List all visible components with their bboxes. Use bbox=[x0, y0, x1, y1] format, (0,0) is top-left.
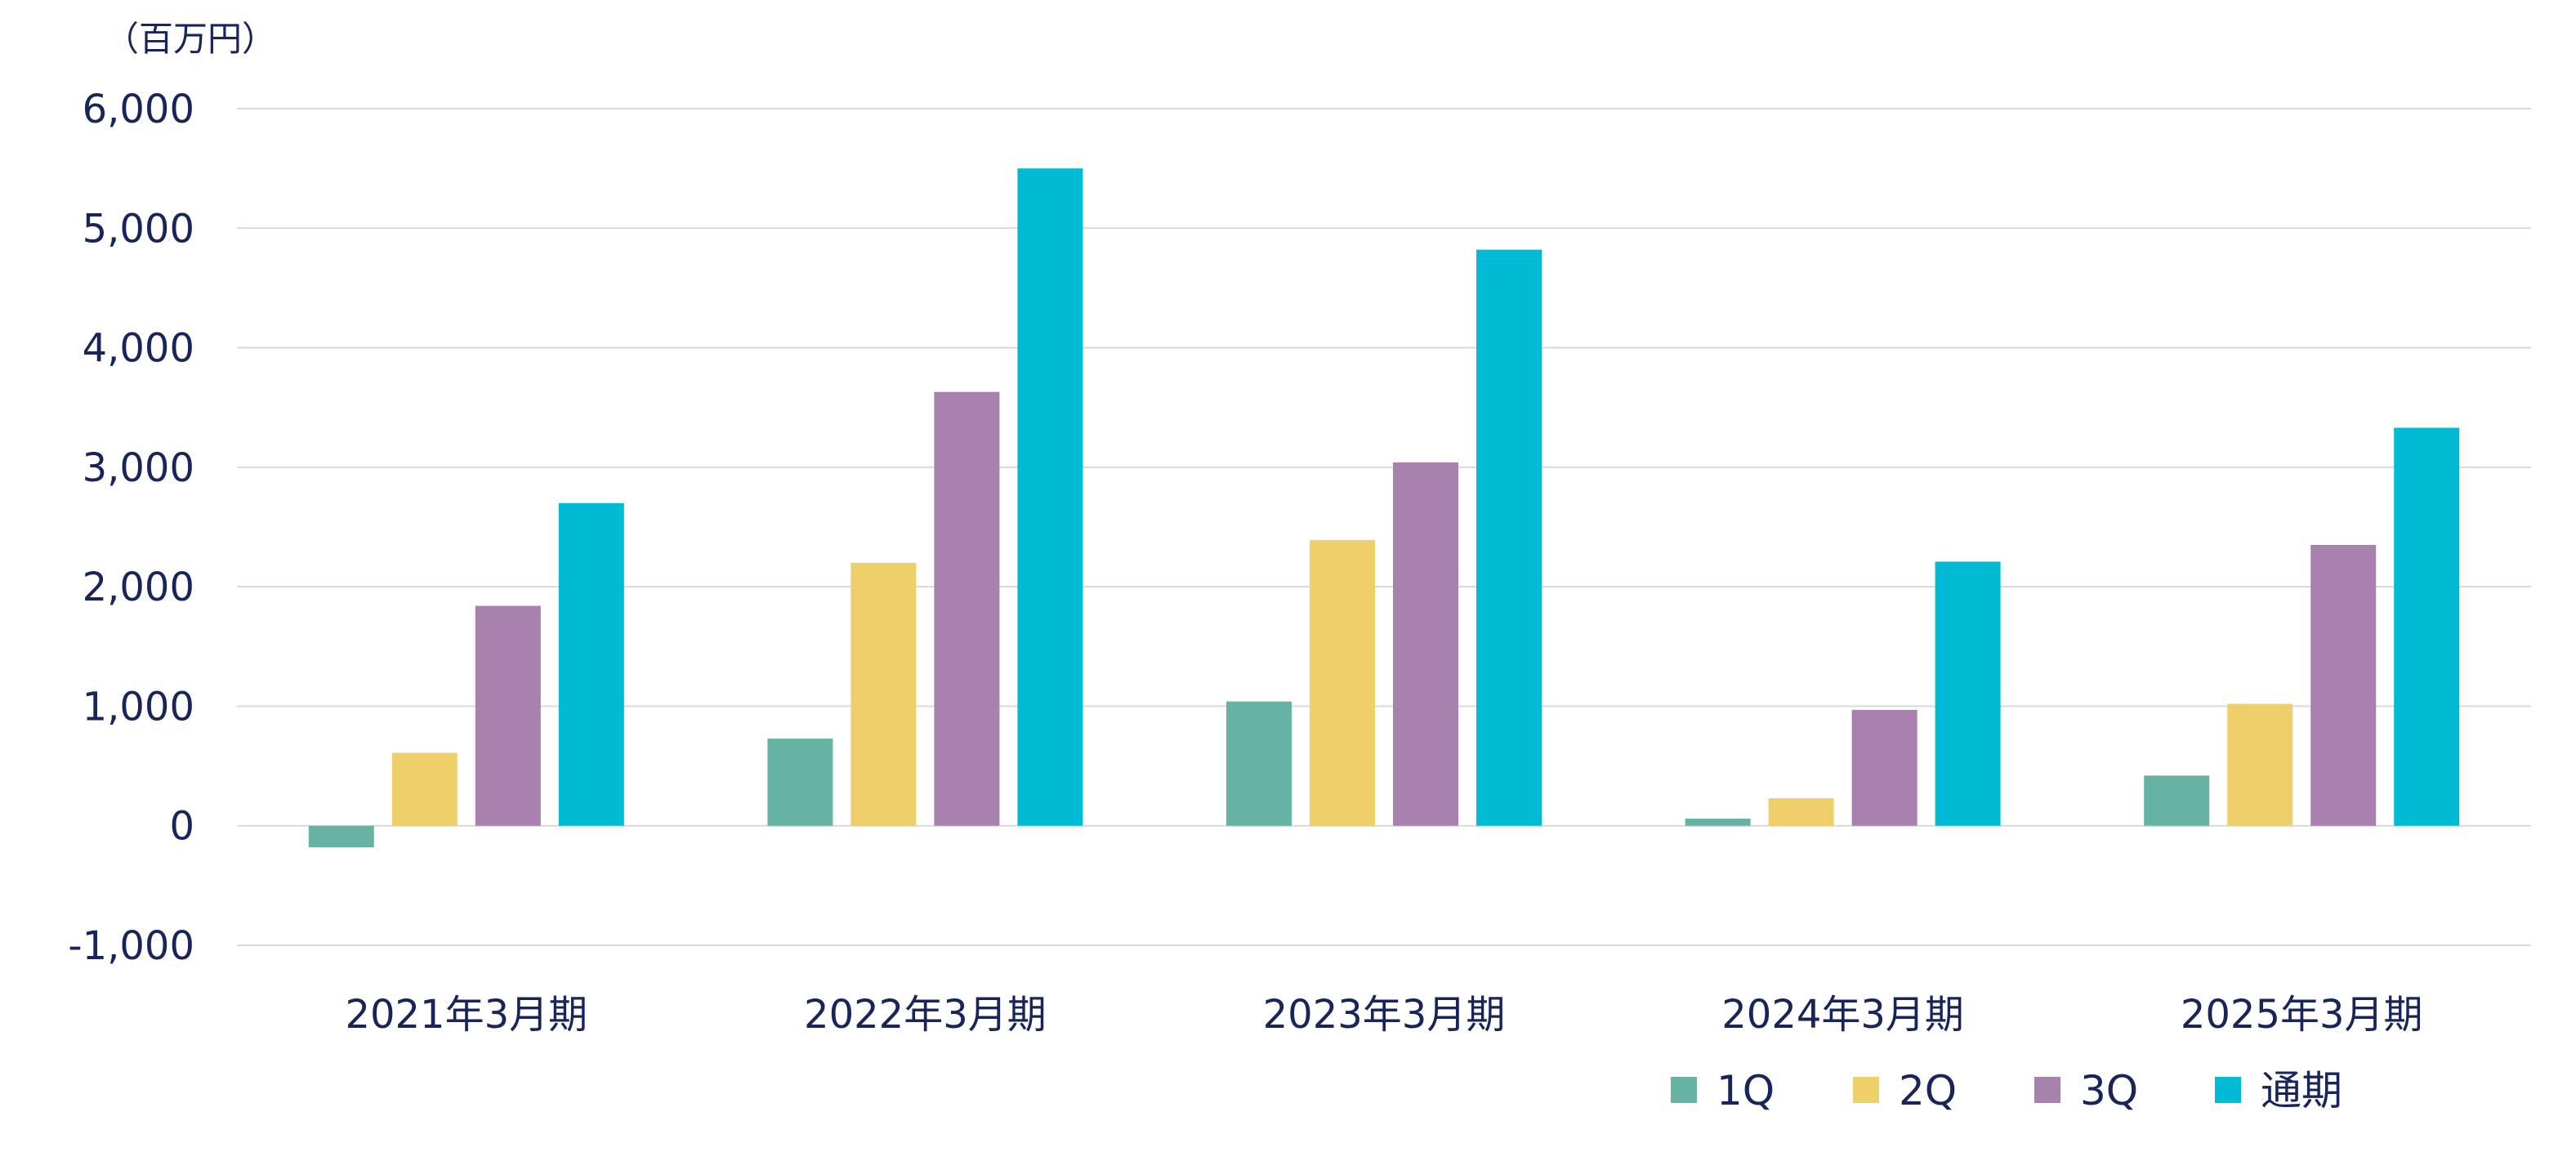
y-tick-label: 1,000 bbox=[83, 684, 194, 730]
bar bbox=[2144, 775, 2210, 826]
bar bbox=[1685, 818, 1751, 826]
bar bbox=[1935, 561, 2001, 826]
y-tick-label: 4,000 bbox=[83, 326, 194, 372]
bar bbox=[1851, 709, 1917, 826]
bar bbox=[1310, 540, 1375, 826]
unit-label: （百万円） bbox=[105, 19, 276, 59]
bar bbox=[2310, 544, 2377, 826]
y-axis-tick-labels: -1,000 0 1,000 2,000 3,000 4,000 5,000 6,000 bbox=[68, 87, 194, 969]
bar bbox=[2227, 703, 2293, 826]
legend-swatch bbox=[1671, 1077, 1697, 1103]
legend-label: 通期 bbox=[2261, 1067, 2342, 1114]
bar bbox=[767, 738, 833, 826]
x-category-label: 2023年3月期 bbox=[1263, 992, 1506, 1038]
y-tick-label: 3,000 bbox=[83, 445, 194, 491]
bar bbox=[934, 391, 1000, 826]
bar bbox=[1476, 249, 1542, 826]
x-category-label: 2025年3月期 bbox=[2181, 992, 2423, 1038]
bar bbox=[308, 825, 374, 848]
legend-label: 3Q bbox=[2080, 1067, 2138, 1114]
legend-label: 1Q bbox=[1717, 1067, 1775, 1114]
bars bbox=[308, 168, 2460, 848]
bar bbox=[1768, 798, 1834, 826]
legend: 1Q 2Q 3Q 通期 bbox=[1671, 1067, 2342, 1114]
x-category-label: 2022年3月期 bbox=[804, 992, 1047, 1038]
y-tick-label: -1,000 bbox=[68, 923, 194, 969]
legend-swatch bbox=[2215, 1077, 2241, 1103]
bar bbox=[391, 752, 458, 826]
bar bbox=[475, 605, 541, 826]
legend-label: 2Q bbox=[1899, 1067, 1957, 1114]
bar bbox=[1226, 701, 1292, 826]
y-tick-label: 5,000 bbox=[83, 206, 194, 252]
bar bbox=[1017, 168, 1083, 826]
x-category-label: 2021年3月期 bbox=[345, 992, 587, 1038]
bar bbox=[558, 502, 624, 826]
bar bbox=[850, 562, 917, 826]
bar bbox=[1393, 462, 1458, 826]
y-tick-label: 6,000 bbox=[83, 87, 194, 132]
x-axis-category-labels: 2021年3月期 2022年3月期 2023年3月期 2024年3月期 2025年3月期 bbox=[345, 992, 2422, 1038]
x-category-label: 2024年3月期 bbox=[1721, 992, 1964, 1038]
y-tick-label: 2,000 bbox=[83, 565, 194, 610]
y-tick-label: 0 bbox=[169, 804, 194, 850]
legend-swatch bbox=[2034, 1077, 2060, 1103]
bar bbox=[2394, 427, 2460, 826]
legend-swatch bbox=[1853, 1077, 1879, 1103]
